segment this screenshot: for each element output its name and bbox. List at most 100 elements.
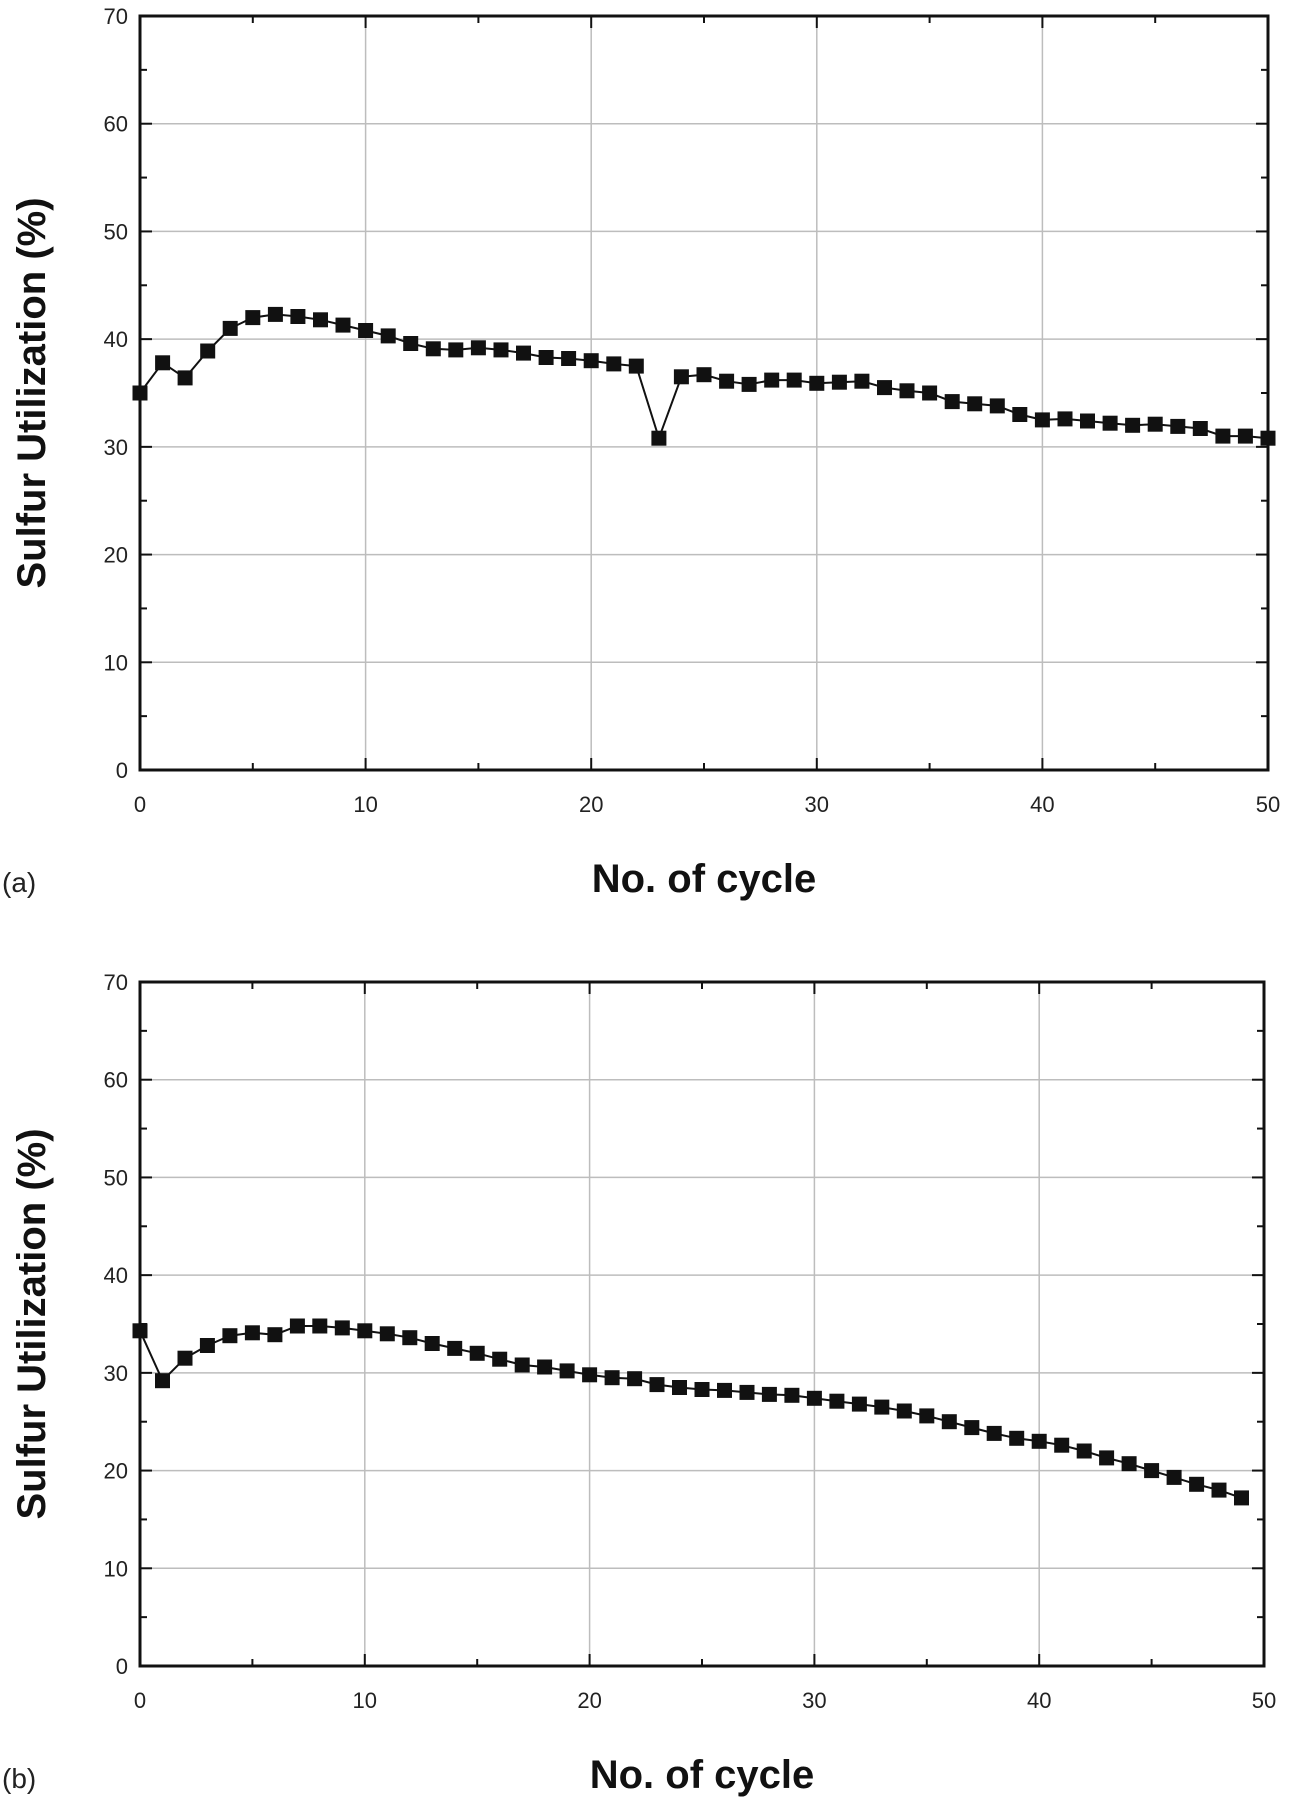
data-point: [244, 1325, 260, 1341]
data-point: [447, 1340, 463, 1356]
data-point: [1031, 1433, 1047, 1449]
data-point: [177, 1350, 193, 1366]
data-point: [741, 376, 757, 392]
data-point: [559, 1363, 575, 1379]
data-point: [1211, 1482, 1227, 1498]
data-point: [425, 341, 441, 357]
x-tick-label: 0: [134, 1688, 146, 1713]
x-tick-label: 0: [134, 792, 146, 817]
data-point: [516, 345, 531, 361]
x-tick-label: 10: [353, 792, 377, 817]
data-point: [761, 1386, 777, 1402]
data-point: [809, 375, 825, 391]
data-point: [806, 1390, 822, 1406]
data-point: [289, 1318, 305, 1334]
data-point: [132, 385, 148, 401]
x-tick-label: 30: [802, 1688, 826, 1713]
data-point: [1144, 1463, 1160, 1479]
data-point: [155, 355, 171, 371]
data-point: [290, 309, 306, 324]
data-point: [1192, 421, 1208, 436]
y-tick-label: 70: [104, 970, 128, 995]
panel-label: (a): [2, 867, 36, 898]
series-line: [139, 1325, 1242, 1499]
x-axis-title: No. of cycle: [590, 1753, 815, 1797]
data-point: [922, 385, 938, 401]
data-point: [470, 340, 486, 356]
data-point: [829, 1393, 845, 1409]
data-point: [627, 1371, 643, 1387]
plot-frame: [138, 14, 1270, 772]
data-point: [896, 1403, 912, 1419]
data-point: [786, 372, 802, 388]
y-tick-label: 40: [104, 327, 128, 352]
data-point: [448, 342, 464, 358]
data-point: [424, 1336, 440, 1351]
data-point: [561, 351, 577, 366]
data-point: [514, 1357, 530, 1373]
data-point: [380, 328, 396, 344]
data-point: [538, 350, 554, 365]
data-point: [358, 323, 374, 338]
data-point: [222, 1328, 238, 1344]
data-point: [537, 1359, 553, 1375]
data-point: [739, 1384, 755, 1400]
data-point: [941, 1414, 957, 1430]
data-point: [854, 373, 870, 389]
data-point: [673, 369, 689, 385]
data-point: [335, 317, 351, 333]
y-tick-label: 30: [104, 1361, 128, 1386]
y-tick-label: 30: [104, 435, 128, 460]
data-point: [1121, 1456, 1137, 1472]
data-point: [944, 394, 960, 410]
y-tick-label: 50: [104, 1165, 128, 1190]
y-axis-title: Sulfur Utilization (%): [10, 197, 54, 588]
data-point: [200, 343, 216, 359]
data-point: [583, 353, 599, 369]
data-point: [132, 1323, 148, 1339]
data-point: [651, 430, 667, 446]
data-point: [245, 310, 261, 326]
data-point: [628, 358, 644, 374]
x-tick-label: 40: [1030, 792, 1054, 817]
y-tick-label: 10: [104, 1556, 128, 1581]
data-point: [1054, 1437, 1070, 1453]
data-point: [1215, 428, 1231, 444]
data-point: [694, 1382, 710, 1397]
data-point: [919, 1408, 935, 1424]
data-point: [199, 1338, 215, 1353]
data-point: [582, 1367, 598, 1383]
data-point: [1076, 1443, 1092, 1459]
data-point: [334, 1320, 350, 1336]
x-tick-label: 50: [1256, 792, 1280, 817]
data-point: [403, 336, 419, 351]
data-point: [649, 1377, 665, 1393]
data-point: [719, 373, 735, 389]
data-point: [1147, 416, 1163, 432]
plot-frame: [138, 980, 1266, 1668]
data-point: [1057, 411, 1073, 427]
data-point: [1034, 412, 1050, 428]
y-tick-label: 0: [116, 1654, 128, 1679]
chart-panel-a: 0 10 20 30 40 50 0 10 20 30 40 50 60 70 No. of cycle Su…: [2, 4, 1280, 901]
data-point: [989, 398, 1005, 414]
data-point: [155, 1373, 170, 1389]
data-point: [604, 1370, 620, 1386]
data-point: [379, 1326, 395, 1342]
data-point: [877, 380, 892, 396]
data-point: [267, 306, 283, 322]
y-tick-label: 70: [104, 4, 128, 29]
data-point: [1166, 1469, 1182, 1485]
x-tick-label: 30: [805, 792, 829, 817]
data-point: [964, 1420, 980, 1436]
y-tick-label: 20: [104, 543, 128, 568]
data-point: [1125, 417, 1141, 433]
data-point: [1102, 415, 1118, 431]
x-tick-label: 40: [1027, 1688, 1051, 1713]
data-point: [357, 1323, 373, 1339]
data-point: [469, 1345, 485, 1361]
data-point: [267, 1327, 283, 1343]
x-tick-label: 10: [353, 1688, 377, 1713]
data-point: [1170, 418, 1186, 434]
data-point: [1234, 1490, 1249, 1506]
